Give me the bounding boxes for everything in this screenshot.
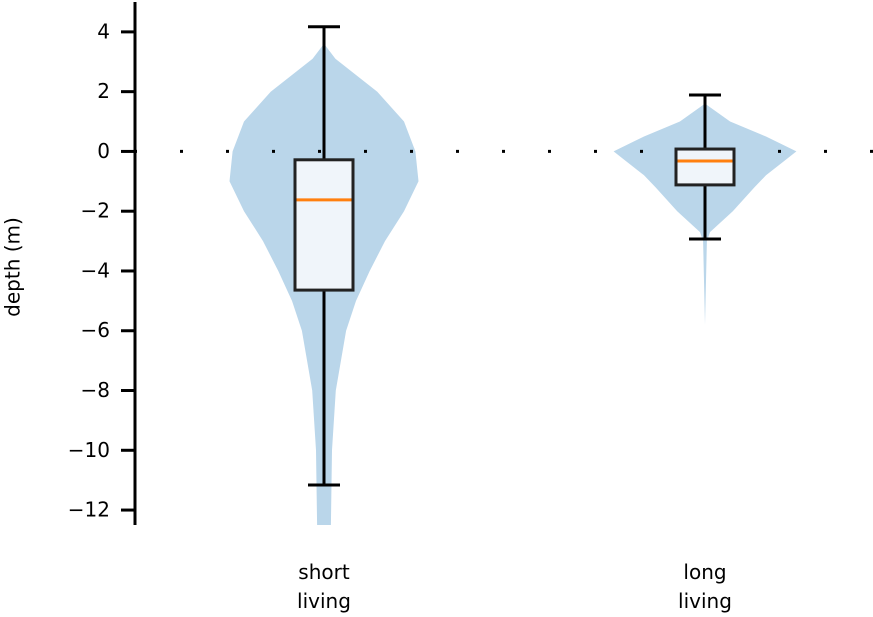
x-tick-label: short living: [297, 560, 351, 613]
x-tick-label: long living: [678, 560, 732, 613]
y-tick-label: −8: [81, 378, 110, 402]
box: [674, 147, 736, 187]
y-axis-label: depth (m): [1, 217, 25, 317]
y-tick-label: −2: [81, 199, 110, 223]
y-tick-label: 0: [97, 139, 110, 163]
box: [293, 158, 355, 292]
y-tick-label: −10: [68, 438, 110, 462]
plot-area: [135, 25, 873, 525]
y-tick-label: 2: [97, 79, 110, 103]
y-tick-label: −4: [81, 258, 110, 282]
y-tick-label: −12: [68, 498, 110, 522]
y-tick-label: 4: [97, 19, 110, 43]
y-tick-label: −6: [81, 318, 110, 342]
